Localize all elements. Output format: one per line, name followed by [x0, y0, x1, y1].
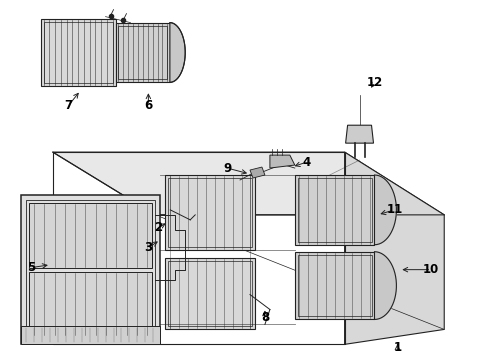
- Polygon shape: [250, 167, 265, 178]
- Polygon shape: [374, 252, 396, 319]
- Polygon shape: [21, 195, 160, 345]
- Polygon shape: [41, 19, 116, 86]
- Polygon shape: [345, 125, 373, 143]
- Polygon shape: [270, 155, 295, 168]
- Text: 10: 10: [423, 263, 440, 276]
- Polygon shape: [53, 152, 444, 215]
- Polygon shape: [116, 23, 170, 82]
- Text: 4: 4: [303, 156, 311, 168]
- Polygon shape: [21, 327, 160, 345]
- Polygon shape: [165, 258, 255, 329]
- Polygon shape: [29, 203, 152, 268]
- Polygon shape: [295, 175, 374, 245]
- Text: 5: 5: [26, 261, 35, 274]
- Text: 9: 9: [223, 162, 231, 175]
- Polygon shape: [295, 252, 374, 319]
- Text: 2: 2: [154, 221, 162, 234]
- Polygon shape: [374, 175, 396, 245]
- Polygon shape: [344, 152, 444, 345]
- Text: 6: 6: [144, 99, 152, 112]
- Text: 1: 1: [393, 341, 401, 354]
- Text: 3: 3: [145, 241, 152, 254]
- Text: 11: 11: [386, 203, 403, 216]
- Polygon shape: [165, 175, 255, 250]
- Text: 12: 12: [367, 76, 383, 89]
- Text: 8: 8: [261, 311, 269, 324]
- Polygon shape: [29, 272, 152, 336]
- Polygon shape: [170, 23, 185, 82]
- Text: 7: 7: [65, 99, 73, 112]
